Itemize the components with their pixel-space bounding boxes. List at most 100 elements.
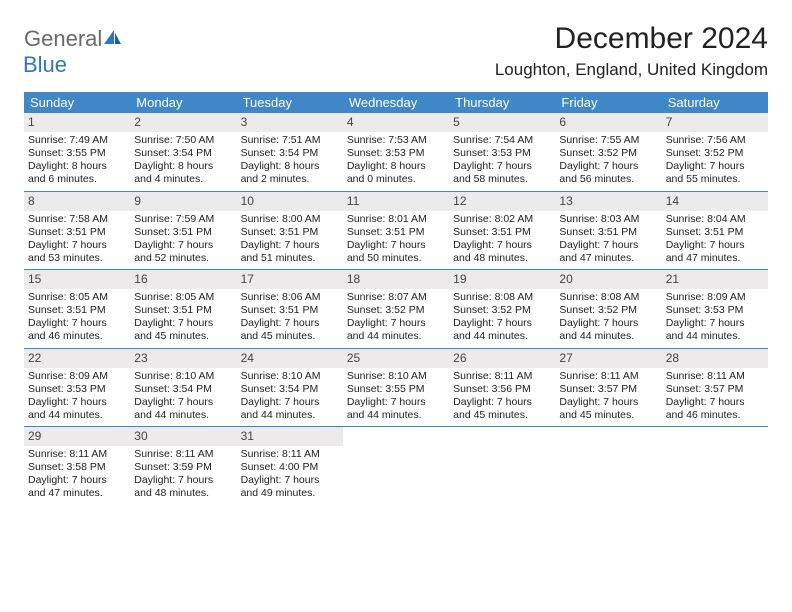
cell-sunset: Sunset: 4:00 PM bbox=[241, 461, 339, 474]
cell-sunset: Sunset: 3:53 PM bbox=[453, 147, 551, 160]
calendar-cell bbox=[555, 427, 661, 505]
cell-date: 30 bbox=[130, 427, 236, 446]
logo-text-general: General bbox=[24, 26, 102, 51]
cell-sunset: Sunset: 3:52 PM bbox=[453, 304, 551, 317]
cell-sunrise: Sunrise: 8:00 AM bbox=[241, 213, 339, 226]
cell-sunrise: Sunrise: 8:10 AM bbox=[347, 370, 445, 383]
cell-sunrise: Sunrise: 7:59 AM bbox=[134, 213, 232, 226]
cell-date: 13 bbox=[555, 192, 661, 211]
calendar-cell: 9Sunrise: 7:59 AMSunset: 3:51 PMDaylight… bbox=[130, 192, 236, 270]
cell-daylight: Daylight: 7 hours and 46 minutes. bbox=[666, 396, 764, 422]
cell-daylight: Daylight: 7 hours and 44 minutes. bbox=[347, 396, 445, 422]
cell-sunrise: Sunrise: 7:51 AM bbox=[241, 134, 339, 147]
cell-daylight: Daylight: 7 hours and 44 minutes. bbox=[28, 396, 126, 422]
cell-sunset: Sunset: 3:51 PM bbox=[134, 304, 232, 317]
cell-date bbox=[449, 427, 555, 431]
calendar-cell: 25 Sunrise: 8:10 AMSunset: 3:55 PMDayligh… bbox=[343, 349, 449, 427]
cell-date: 4 bbox=[343, 113, 449, 132]
cell-daylight: Daylight: 7 hours and 47 minutes. bbox=[666, 239, 764, 265]
cell-daylight: Daylight: 7 hours and 56 minutes. bbox=[559, 160, 657, 186]
cell-daylight: Daylight: 7 hours and 49 minutes. bbox=[241, 474, 339, 500]
cell-sunset: Sunset: 3:58 PM bbox=[28, 461, 126, 474]
cell-daylight: Daylight: 8 hours and 4 minutes. bbox=[134, 160, 232, 186]
cell-sunset: Sunset: 3:51 PM bbox=[241, 304, 339, 317]
cell-sunrise: Sunrise: 7:53 AM bbox=[347, 134, 445, 147]
calendar-cell: 10Sunrise: 8:00 AMSunset: 3:51 PMDayligh… bbox=[237, 192, 343, 270]
cell-sunrise: Sunrise: 7:55 AM bbox=[559, 134, 657, 147]
day-header-monday: Monday bbox=[130, 92, 236, 113]
month-title: December 2024 bbox=[495, 22, 768, 56]
calendar-cell: 11Sunrise: 8:01 AMSunset: 3:51 PMDayligh… bbox=[343, 192, 449, 270]
cell-sunset: Sunset: 3:53 PM bbox=[666, 304, 764, 317]
cell-sunset: Sunset: 3:51 PM bbox=[28, 304, 126, 317]
location: Loughton, England, United Kingdom bbox=[495, 60, 768, 80]
week-row: 1Sunrise: 7:49 AMSunset: 3:55 PMDaylight… bbox=[24, 113, 768, 192]
calendar-cell: 18Sunrise: 8:07 AMSunset: 3:52 PMDayligh… bbox=[343, 270, 449, 348]
cell-daylight: Daylight: 7 hours and 45 minutes. bbox=[453, 396, 551, 422]
calendar-cell: 28Sunrise: 8:11 AMSunset: 3:57 PMDayligh… bbox=[662, 349, 768, 427]
cell-sunrise: Sunrise: 8:08 AM bbox=[453, 291, 551, 304]
cell-sunset: Sunset: 3:56 PM bbox=[453, 383, 551, 396]
cell-date: 23 bbox=[130, 349, 236, 368]
cell-sunset: Sunset: 3:51 PM bbox=[347, 226, 445, 239]
cell-date: 31 bbox=[237, 427, 343, 446]
cell-date: 25 bbox=[343, 349, 449, 368]
cell-sunset: Sunset: 3:51 PM bbox=[453, 226, 551, 239]
logo: General Blue bbox=[24, 22, 122, 78]
cell-sunrise: Sunrise: 8:05 AM bbox=[28, 291, 126, 304]
cell-date: 27 bbox=[555, 349, 661, 368]
cell-daylight: Daylight: 7 hours and 58 minutes. bbox=[453, 160, 551, 186]
cell-date: 26 bbox=[449, 349, 555, 368]
calendar-cell bbox=[449, 427, 555, 505]
cell-date: 18 bbox=[343, 270, 449, 289]
cell-sunset: Sunset: 3:55 PM bbox=[347, 383, 445, 396]
cell-sunrise: Sunrise: 8:06 AM bbox=[241, 291, 339, 304]
header: General Blue December 2024 Loughton, Eng… bbox=[24, 22, 768, 80]
cell-date: 7 bbox=[662, 113, 768, 132]
calendar-cell: 24Sunrise: 8:10 AMSunset: 3:54 PMDayligh… bbox=[237, 349, 343, 427]
cell-sunrise: Sunrise: 7:54 AM bbox=[453, 134, 551, 147]
cell-sunrise: Sunrise: 8:01 AM bbox=[347, 213, 445, 226]
cell-date: 17 bbox=[237, 270, 343, 289]
weeks-container: 1Sunrise: 7:49 AMSunset: 3:55 PMDaylight… bbox=[24, 113, 768, 505]
cell-date: 15 bbox=[24, 270, 130, 289]
calendar-cell: 7Sunrise: 7:56 AMSunset: 3:52 PMDaylight… bbox=[662, 113, 768, 191]
calendar-cell: 31Sunrise: 8:11 AMSunset: 4:00 PMDayligh… bbox=[237, 427, 343, 505]
cell-daylight: Daylight: 7 hours and 44 minutes. bbox=[241, 396, 339, 422]
cell-date: 19 bbox=[449, 270, 555, 289]
cell-daylight: Daylight: 7 hours and 45 minutes. bbox=[134, 317, 232, 343]
cell-date: 29 bbox=[24, 427, 130, 446]
cell-daylight: Daylight: 7 hours and 44 minutes. bbox=[559, 317, 657, 343]
cell-daylight: Daylight: 7 hours and 51 minutes. bbox=[241, 239, 339, 265]
cell-sunrise: Sunrise: 7:49 AM bbox=[28, 134, 126, 147]
day-header-thursday: Thursday bbox=[449, 92, 555, 113]
cell-sunset: Sunset: 3:51 PM bbox=[559, 226, 657, 239]
cell-sunrise: Sunrise: 8:11 AM bbox=[28, 448, 126, 461]
calendar-cell: 21Sunrise: 8:09 AMSunset: 3:53 PMDayligh… bbox=[662, 270, 768, 348]
cell-date: 21 bbox=[662, 270, 768, 289]
cell-date: 10 bbox=[237, 192, 343, 211]
calendar-cell: 22Sunrise: 8:09 AMSunset: 3:53 PMDayligh… bbox=[24, 349, 130, 427]
cell-daylight: Daylight: 7 hours and 53 minutes. bbox=[28, 239, 126, 265]
cell-daylight: Daylight: 7 hours and 47 minutes. bbox=[28, 474, 126, 500]
cell-sunrise: Sunrise: 8:07 AM bbox=[347, 291, 445, 304]
cell-sunrise: Sunrise: 8:10 AM bbox=[134, 370, 232, 383]
cell-date bbox=[343, 427, 449, 431]
calendar-cell: 4Sunrise: 7:53 AMSunset: 3:53 PMDaylight… bbox=[343, 113, 449, 191]
week-row: 8Sunrise: 7:58 AMSunset: 3:51 PMDaylight… bbox=[24, 192, 768, 271]
calendar-cell: 19Sunrise: 8:08 AMSunset: 3:52 PMDayligh… bbox=[449, 270, 555, 348]
cell-date: 14 bbox=[662, 192, 768, 211]
cell-sunrise: Sunrise: 7:58 AM bbox=[28, 213, 126, 226]
cell-sunset: Sunset: 3:54 PM bbox=[241, 383, 339, 396]
cell-sunrise: Sunrise: 8:11 AM bbox=[453, 370, 551, 383]
calendar-cell: 2Sunrise: 7:50 AMSunset: 3:54 PMDaylight… bbox=[130, 113, 236, 191]
cell-sunset: Sunset: 3:52 PM bbox=[559, 304, 657, 317]
calendar-cell: 16Sunrise: 8:05 AMSunset: 3:51 PMDayligh… bbox=[130, 270, 236, 348]
calendar-cell: 5Sunrise: 7:54 AMSunset: 3:53 PMDaylight… bbox=[449, 113, 555, 191]
calendar: SundayMondayTuesdayWednesdayThursdayFrid… bbox=[24, 92, 768, 505]
calendar-cell: 23Sunrise: 8:10 AMSunset: 3:54 PMDayligh… bbox=[130, 349, 236, 427]
cell-daylight: Daylight: 7 hours and 44 minutes. bbox=[134, 396, 232, 422]
cell-date: 3 bbox=[237, 113, 343, 132]
cell-sunrise: Sunrise: 8:09 AM bbox=[28, 370, 126, 383]
cell-sunrise: Sunrise: 8:03 AM bbox=[559, 213, 657, 226]
